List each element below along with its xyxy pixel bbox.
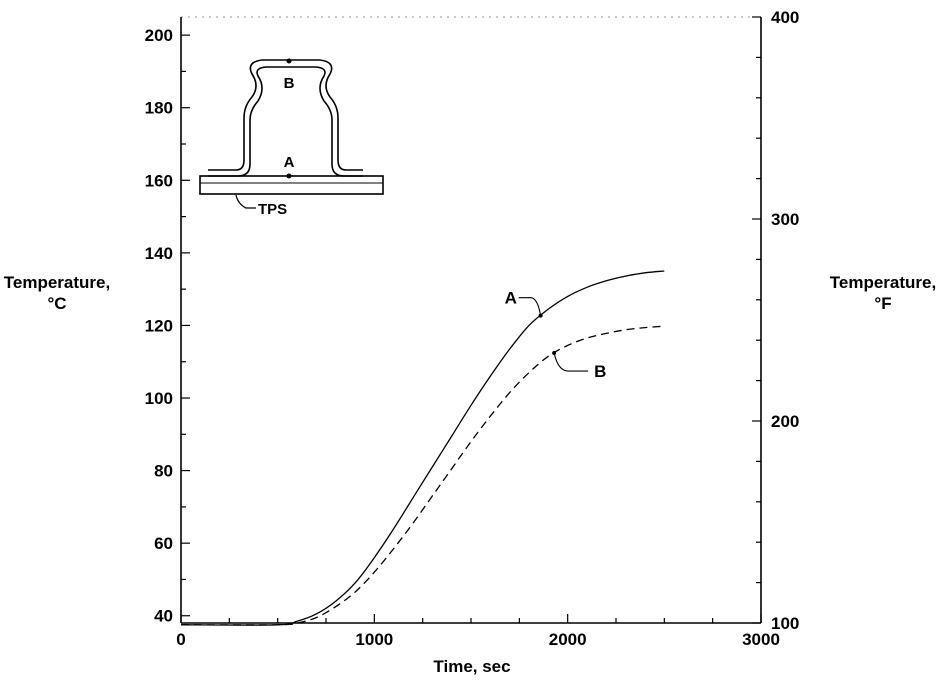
plot-frame [180, 16, 762, 624]
curve-label-b-arrowhead [552, 351, 557, 356]
curve-label-a: A [505, 289, 517, 308]
series-b-line [180, 325, 665, 626]
axis-ticks [180, 16, 762, 624]
x-tick-label: 2000 [549, 630, 587, 649]
inset-diagram: B A TPS [199, 58, 384, 218]
curve-labels: AB [505, 289, 607, 381]
y-right-tick-label: 300 [771, 210, 799, 229]
x-tick-label: 3000 [742, 630, 780, 649]
y-left-tick-label: 100 [145, 389, 173, 408]
tick-labels: 0 1000 2000 3000 40 60 80 100 120 140 160 180 200 100… [145, 8, 800, 649]
series-a-line [180, 270, 665, 626]
x-tick-label: 1000 [355, 630, 393, 649]
y-left-tick-label: 40 [154, 607, 173, 626]
data-curves [180, 270, 665, 626]
stiffener-inner-outline [208, 66, 363, 177]
inset-label-tps: TPS [258, 201, 287, 218]
y-left-tick-label: 200 [145, 26, 173, 45]
y-left-tick-label: 60 [154, 534, 173, 553]
tps-panel [199, 175, 384, 195]
curve-label-a-leader [518, 297, 542, 316]
x-axis-title: Time, sec [433, 657, 510, 676]
curve-label-b: B [594, 362, 606, 381]
y-axis-right-title-line1: Temperature, [830, 273, 936, 292]
y-left-tick-label: 140 [145, 244, 173, 263]
inset-label-b: B [284, 75, 295, 92]
tps-leader [235, 194, 256, 209]
y-right-tick-label: 200 [771, 412, 799, 431]
point-a-marker [286, 173, 292, 179]
y-axis-left-title-line1: Temperature, [4, 273, 110, 292]
y-left-tick-label: 180 [145, 99, 173, 118]
y-right-tick-label: 100 [771, 614, 799, 633]
point-b-marker [286, 58, 292, 64]
y-right-tick-label: 400 [771, 8, 799, 27]
y-left-tick-label: 80 [154, 462, 173, 481]
y-axis-right-title-line2: °F [874, 294, 891, 313]
curve-label-a-arrowhead [538, 313, 543, 318]
y-axis-left-title-line2: °C [47, 294, 66, 313]
inset-label-a: A [284, 154, 295, 171]
x-tick-label: 0 [176, 630, 185, 649]
y-left-tick-label: 160 [145, 171, 173, 190]
y-left-tick-label: 120 [145, 316, 173, 335]
curve-label-b-leader [553, 352, 589, 372]
